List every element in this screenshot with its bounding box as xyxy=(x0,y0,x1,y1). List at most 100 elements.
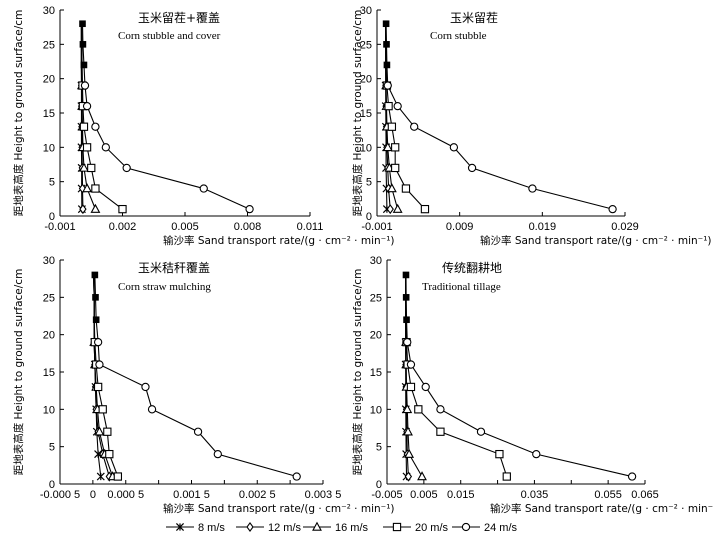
data-point xyxy=(383,41,390,48)
data-point-shape xyxy=(402,403,413,414)
data-point xyxy=(91,122,100,131)
data-point xyxy=(91,184,100,193)
y-tick-label: 5 xyxy=(49,442,55,454)
data-point-shape xyxy=(79,41,87,48)
data-point xyxy=(103,427,112,436)
legend-marker-triangle-shape xyxy=(312,521,322,531)
data-point-shape xyxy=(87,163,96,173)
data-point-shape xyxy=(105,449,114,459)
data-point xyxy=(90,203,101,213)
x-axis-label: 输沙率 Sand transport rate/(g · cm⁻² · min⁻… xyxy=(163,502,395,515)
series-line-16ms xyxy=(92,274,114,477)
chart-title-cn: 玉米秸秆覆盖 xyxy=(138,261,210,275)
x-tick-label: -0.001 xyxy=(44,221,75,233)
y-axis-label: 距地表高度 Height to ground surface/cm xyxy=(12,10,25,217)
data-point xyxy=(387,122,397,131)
data-point-shape xyxy=(118,204,127,214)
data-point-shape xyxy=(383,41,390,48)
x-tick-label: 0.002 5 xyxy=(239,489,276,501)
data-point xyxy=(141,382,150,392)
data-point xyxy=(79,20,86,28)
x-axis-label: 输沙率 Sand transport rate/(g · cm⁻² · min⁻… xyxy=(490,502,713,515)
data-point-shape xyxy=(93,382,103,392)
y-tick-label: 10 xyxy=(43,404,55,416)
data-point-shape xyxy=(420,204,430,214)
legend: 8 m/s 12 m/s 16 m/s 20 m/s 24 m/s xyxy=(166,521,518,534)
data-point-shape xyxy=(393,101,402,111)
data-point xyxy=(532,449,541,459)
x-tick-label: 0.000 5 xyxy=(107,489,144,501)
data-point-shape xyxy=(245,204,254,214)
data-point xyxy=(98,405,107,414)
data-point xyxy=(382,20,390,28)
data-point-shape xyxy=(147,405,157,414)
data-point-shape xyxy=(91,271,99,279)
data-point-shape xyxy=(80,61,88,69)
data-point xyxy=(404,448,415,458)
data-point-shape xyxy=(404,471,413,482)
series-line-20ms xyxy=(81,23,123,210)
data-point xyxy=(101,143,110,152)
series-line-24ms xyxy=(405,274,633,478)
series-line-16ms xyxy=(385,23,399,210)
y-axis-label: 距地表高度 Height to ground surface/cm xyxy=(351,269,364,476)
y-axis-label: 距地表高度 Height to ground surface/cm xyxy=(12,269,25,476)
x-tick-label: -0.001 xyxy=(361,221,392,233)
chart-title-cn: 传统翻耕地 xyxy=(442,260,502,275)
data-point xyxy=(118,204,127,214)
data-point xyxy=(421,382,430,392)
data-point-shape xyxy=(80,81,90,90)
data-point xyxy=(476,427,486,436)
y-tick-label: 30 xyxy=(360,5,372,17)
data-point-shape xyxy=(406,360,416,369)
data-point xyxy=(82,101,92,111)
data-point-shape xyxy=(79,122,89,131)
data-point-shape xyxy=(94,426,105,436)
data-point-shape xyxy=(93,337,103,347)
data-point-shape xyxy=(391,143,400,152)
y-tick-label: 25 xyxy=(370,292,382,304)
y-tick-label: 10 xyxy=(360,142,372,154)
data-point-shape xyxy=(82,183,93,193)
data-point-shape xyxy=(113,472,123,481)
x-tick-label: 0.065 xyxy=(631,489,659,501)
data-point-shape xyxy=(90,203,101,213)
legend-marker-circle xyxy=(461,522,471,532)
data-point xyxy=(627,472,637,481)
data-point xyxy=(414,405,423,414)
data-point xyxy=(403,426,413,436)
legend-marker-diamond-shape xyxy=(246,521,254,533)
data-point-shape xyxy=(436,427,445,436)
x-tick-label: 0 xyxy=(90,489,96,501)
legend-label: 16 m/s xyxy=(335,522,369,534)
data-point xyxy=(122,163,131,173)
data-point xyxy=(91,271,99,279)
chart-title-cn: 玉米留茬 xyxy=(450,11,498,25)
data-point-shape xyxy=(495,449,504,459)
data-point-shape xyxy=(404,448,415,458)
y-tick-label: 30 xyxy=(43,5,55,17)
panel-1: 0 5 10 15 20 25 30 -0.001 0.002 0.005 0.008 0.011输沙… xyxy=(12,5,395,247)
data-point xyxy=(82,143,92,152)
data-point-shape xyxy=(417,471,427,481)
legend-marker-asterisk xyxy=(175,522,185,532)
y-tick-label: 30 xyxy=(370,255,382,267)
x-tick-label: 0.005 xyxy=(171,221,199,233)
data-point xyxy=(495,449,504,459)
y-tick-label: 0 xyxy=(366,211,372,223)
y-tick-label: 20 xyxy=(360,74,372,86)
data-point xyxy=(92,316,100,324)
data-point-shape xyxy=(92,294,99,301)
data-point xyxy=(467,163,477,173)
data-point xyxy=(80,81,90,90)
data-point xyxy=(391,143,400,152)
data-point xyxy=(502,472,511,481)
series-line-24ms xyxy=(81,23,250,210)
x-tick-label: 0.019 xyxy=(529,221,557,233)
data-point xyxy=(402,294,410,301)
y-tick-label: 25 xyxy=(360,39,372,51)
data-point-shape xyxy=(449,143,459,152)
data-point-shape xyxy=(421,382,430,392)
data-point xyxy=(402,271,410,279)
